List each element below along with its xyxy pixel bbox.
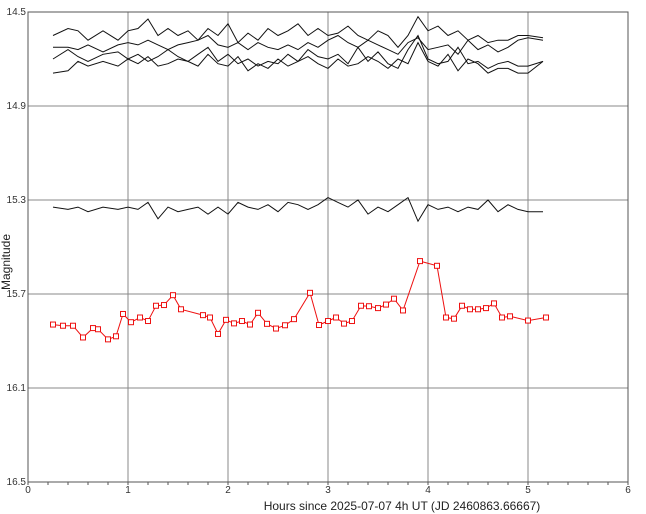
- y-tick-label: 16.5: [7, 477, 27, 488]
- target-series-line: [52, 260, 547, 340]
- comparison-series-line-1: [52, 15, 544, 49]
- comparison-series-line-3: [52, 34, 544, 70]
- target-data-point: [128, 319, 134, 326]
- x-tick-label: 2: [225, 485, 231, 496]
- target-data-point: [483, 305, 489, 312]
- target-data-point: [145, 318, 151, 325]
- target-data-point: [358, 302, 364, 309]
- target-data-point: [459, 302, 465, 309]
- target-data-point: [60, 322, 66, 329]
- target-data-point: [80, 334, 86, 341]
- y-tick-label: 15.3: [7, 195, 27, 206]
- target-data-point: [137, 314, 143, 321]
- target-data-point: [491, 300, 497, 307]
- grid-lines: [28, 12, 628, 482]
- target-data-point: [307, 289, 313, 296]
- target-data-point: [507, 313, 513, 320]
- target-data-point: [70, 322, 76, 329]
- target-data-point: [273, 325, 279, 332]
- target-data-point: [499, 314, 505, 321]
- target-data-point: [255, 309, 261, 316]
- target-data-point: [391, 295, 397, 302]
- target-data-point: [153, 302, 159, 309]
- tick-labels: 0 1 2 3 4 5 6 14.5 14.9 15.3 15.7 16.1 16.5: [7, 7, 632, 496]
- target-data-point: [443, 314, 449, 321]
- target-data-point: [264, 320, 270, 327]
- y-tick-label: 15.7: [7, 289, 27, 300]
- target-data-point: [113, 333, 119, 340]
- x-tick-label: 0: [25, 485, 31, 496]
- target-data-point: [341, 320, 347, 327]
- target-data-point: [170, 292, 176, 299]
- target-data-point: [200, 312, 206, 319]
- y-tick-label: 16.1: [7, 383, 27, 394]
- x-axis-title: Hours since 2025-07-07 4h UT (JD 2460863…: [264, 499, 541, 513]
- target-data-point: [375, 305, 381, 312]
- target-data-point: [325, 318, 331, 325]
- target-data-point: [543, 314, 549, 321]
- target-data-point: [525, 317, 531, 324]
- target-data-point: [95, 326, 101, 333]
- comparison-series-line-2: [53, 34, 544, 56]
- target-data-point: [239, 318, 245, 325]
- target-data-point: [90, 325, 96, 332]
- comparison-series-line-5: [52, 196, 543, 223]
- target-data-point: [247, 321, 253, 328]
- target-data-point: [178, 306, 184, 313]
- target-data-point: [215, 330, 221, 337]
- target-data-point: [282, 322, 288, 329]
- x-tick-label: 6: [625, 485, 631, 496]
- target-data-point: [475, 306, 481, 313]
- target-data-point: [434, 262, 440, 269]
- target-data-point: [451, 315, 457, 322]
- target-data-point: [349, 318, 355, 325]
- target-data-point: [417, 258, 423, 265]
- x-tick-label: 4: [425, 485, 431, 496]
- y-axis-title: Magnitude: [0, 234, 13, 290]
- target-data-point: [291, 316, 297, 323]
- y-tick-label: 14.9: [7, 101, 27, 112]
- axes: [27, 11, 629, 485]
- target-data-point: [383, 301, 389, 308]
- target-data-point: [333, 314, 339, 321]
- comparison-series-line-4: [52, 41, 544, 74]
- target-data-point: [231, 320, 237, 327]
- target-data-point: [366, 303, 372, 310]
- x-tick-label: 1: [125, 485, 131, 496]
- target-data-point: [467, 306, 473, 313]
- series-lines: [52, 15, 547, 340]
- target-data-point: [316, 322, 322, 329]
- target-data-point: [207, 314, 213, 321]
- target-data-point: [105, 336, 111, 343]
- target-data-point: [120, 310, 126, 317]
- x-tick-label: 5: [525, 485, 531, 496]
- y-tick-label: 14.5: [7, 7, 27, 18]
- target-data-point: [161, 302, 167, 309]
- target-markers: [50, 258, 549, 343]
- target-data-point: [400, 307, 406, 314]
- x-tick-label: 3: [325, 485, 331, 496]
- target-data-point: [50, 321, 56, 328]
- target-data-point: [223, 316, 229, 323]
